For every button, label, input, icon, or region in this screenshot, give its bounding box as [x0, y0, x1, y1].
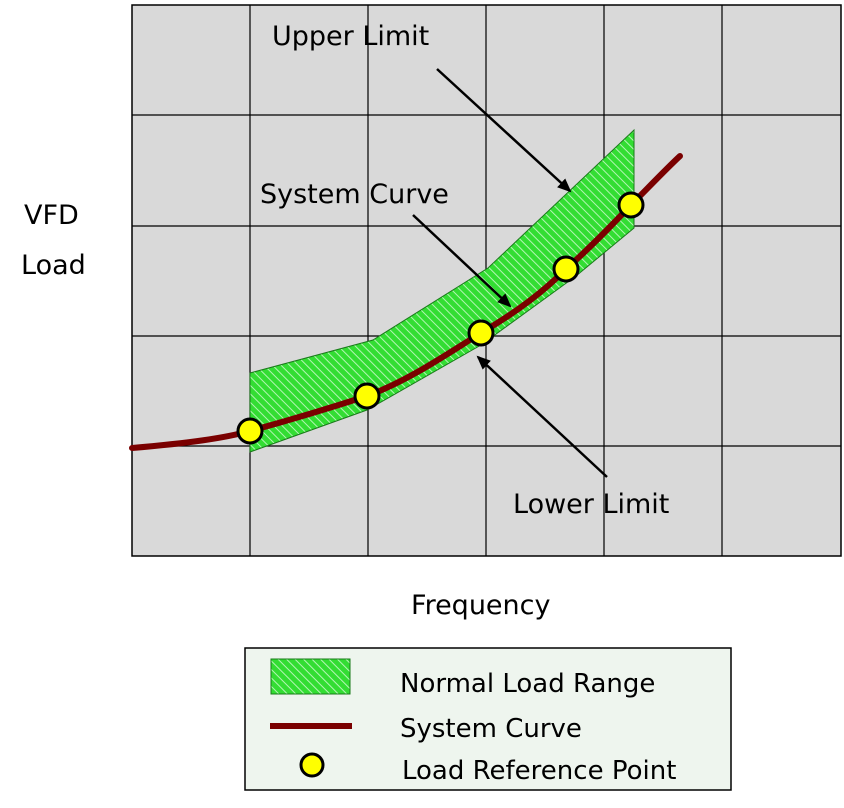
legend-label-load-reference-point: Load Reference Point	[402, 756, 676, 786]
legend-label-normal-load-range: Normal Load Range	[400, 669, 655, 699]
lower-limit-label: Lower Limit	[513, 489, 669, 520]
load-reference-point	[617, 191, 645, 219]
upper-limit-arrow	[436, 68, 572, 193]
load-reference-point	[236, 417, 264, 445]
legend: Normal Load Range System Curve Load Refe…	[244, 647, 732, 791]
legend-reference-point-swatch	[299, 752, 325, 778]
load-reference-points	[236, 191, 645, 445]
load-reference-point	[552, 255, 580, 283]
system-curve-label: System Curve	[260, 179, 449, 210]
upper-limit-label: Upper Limit	[272, 21, 429, 52]
legend-band-swatch	[270, 658, 351, 695]
load-reference-point	[353, 382, 381, 410]
system-curve-arrow	[412, 214, 512, 308]
lower-limit-arrow	[476, 355, 608, 478]
legend-label-system-curve: System Curve	[400, 714, 582, 744]
x-axis-label: Frequency	[411, 590, 551, 621]
y-axis-label-line2: Load	[21, 250, 86, 281]
load-reference-point	[467, 319, 495, 347]
y-axis-label-line1: VFD	[24, 200, 79, 231]
normal-load-range-band	[249, 128, 635, 453]
